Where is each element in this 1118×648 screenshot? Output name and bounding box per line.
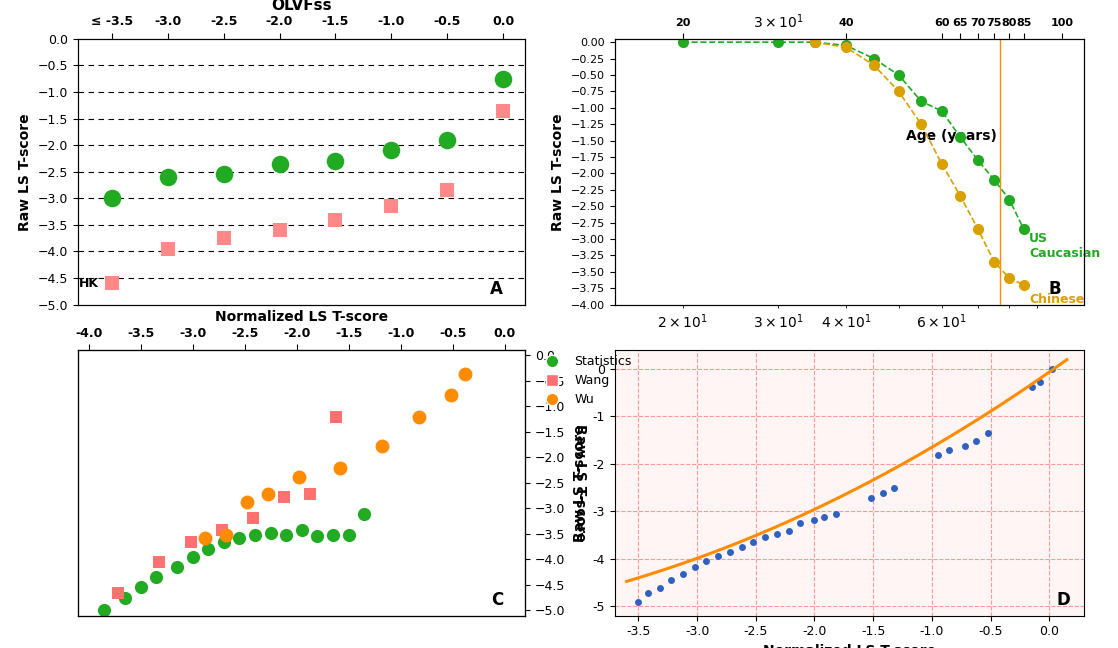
- Point: [199, 544, 217, 555]
- Point: [331, 463, 349, 474]
- Point: [494, 74, 512, 84]
- Point: [638, 588, 656, 598]
- Point: [956, 441, 974, 451]
- Point: [215, 537, 233, 547]
- X-axis label: Normalized LS T-score: Normalized LS T-score: [764, 644, 936, 648]
- Point: [309, 531, 326, 542]
- Point: [275, 492, 293, 502]
- Point: [271, 159, 288, 169]
- Point: [382, 201, 400, 211]
- Point: [629, 597, 647, 607]
- Y-axis label: Raw LS T-score: Raw LS T-score: [551, 113, 566, 231]
- Text: C: C: [491, 591, 503, 609]
- Point: [885, 483, 903, 494]
- Point: [873, 488, 891, 498]
- Point: [159, 244, 177, 254]
- Point: [792, 518, 809, 528]
- Point: [967, 436, 985, 446]
- Point: [324, 529, 342, 540]
- Point: [290, 472, 307, 482]
- Point: [805, 515, 823, 525]
- Point: [108, 588, 126, 598]
- Point: [685, 562, 703, 572]
- Point: [181, 537, 199, 547]
- Point: [438, 135, 456, 145]
- Text: HK: HK: [78, 277, 98, 290]
- Point: [293, 525, 311, 535]
- Point: [862, 492, 880, 503]
- Point: [494, 106, 512, 116]
- Point: [215, 169, 233, 179]
- Point: [382, 145, 400, 156]
- Point: [721, 546, 739, 557]
- Point: [244, 513, 262, 523]
- Point: [815, 512, 833, 522]
- Point: [929, 450, 947, 461]
- Point: [779, 526, 797, 537]
- Legend: Statistics, Wang, Wu: Statistics, Wang, Wu: [534, 350, 637, 411]
- Point: [103, 193, 121, 203]
- Text: Chinese: Chinese: [1030, 293, 1084, 306]
- Point: [456, 369, 474, 380]
- Y-axis label: Raw LS T-score: Raw LS T-score: [572, 424, 587, 542]
- Point: [132, 583, 150, 593]
- Point: [262, 527, 280, 538]
- Point: [258, 489, 276, 499]
- Point: [238, 497, 256, 507]
- Point: [159, 172, 177, 182]
- Point: [217, 529, 235, 540]
- X-axis label: Normalized LS T-score: Normalized LS T-score: [216, 310, 388, 324]
- Point: [168, 562, 186, 572]
- Point: [709, 551, 727, 561]
- Point: [756, 532, 774, 542]
- Point: [340, 529, 358, 540]
- Point: [246, 529, 264, 540]
- X-axis label: OLVFss: OLVFss: [272, 0, 332, 13]
- Point: [651, 583, 669, 594]
- Point: [271, 225, 288, 235]
- Point: [116, 592, 134, 603]
- Point: [326, 156, 344, 167]
- Point: [940, 445, 958, 456]
- Point: [326, 214, 344, 225]
- Point: [183, 551, 201, 562]
- Point: [230, 533, 248, 543]
- Text: US
Caucasian: US Caucasian: [1030, 233, 1100, 260]
- Text: D: D: [1057, 591, 1070, 609]
- Point: [698, 556, 716, 566]
- Point: [373, 441, 391, 451]
- Point: [410, 412, 428, 422]
- Point: [196, 533, 214, 543]
- Point: [212, 525, 230, 535]
- Point: [148, 572, 165, 583]
- Y-axis label: Raw LS T-score: Raw LS T-score: [574, 424, 587, 542]
- Point: [301, 489, 319, 499]
- Point: [277, 529, 295, 540]
- Point: [442, 389, 459, 400]
- Point: [103, 278, 121, 288]
- Point: [674, 569, 692, 579]
- Point: [1031, 377, 1049, 388]
- Point: [745, 537, 762, 548]
- Point: [356, 509, 373, 520]
- Point: [768, 529, 786, 539]
- Text: IL: IL: [108, 192, 121, 205]
- Point: [826, 509, 844, 519]
- Text: B: B: [1049, 280, 1061, 298]
- Point: [151, 557, 169, 567]
- Text: Age (years): Age (years): [906, 129, 997, 143]
- Point: [438, 185, 456, 196]
- Y-axis label: Raw LS T-score: Raw LS T-score: [19, 113, 32, 231]
- Text: A: A: [490, 280, 503, 298]
- Point: [95, 605, 113, 616]
- Point: [1023, 382, 1041, 392]
- Point: [215, 233, 233, 244]
- Point: [328, 412, 345, 422]
- Point: [662, 575, 680, 585]
- Point: [1043, 364, 1061, 374]
- Point: [979, 428, 997, 438]
- Point: [732, 542, 750, 552]
